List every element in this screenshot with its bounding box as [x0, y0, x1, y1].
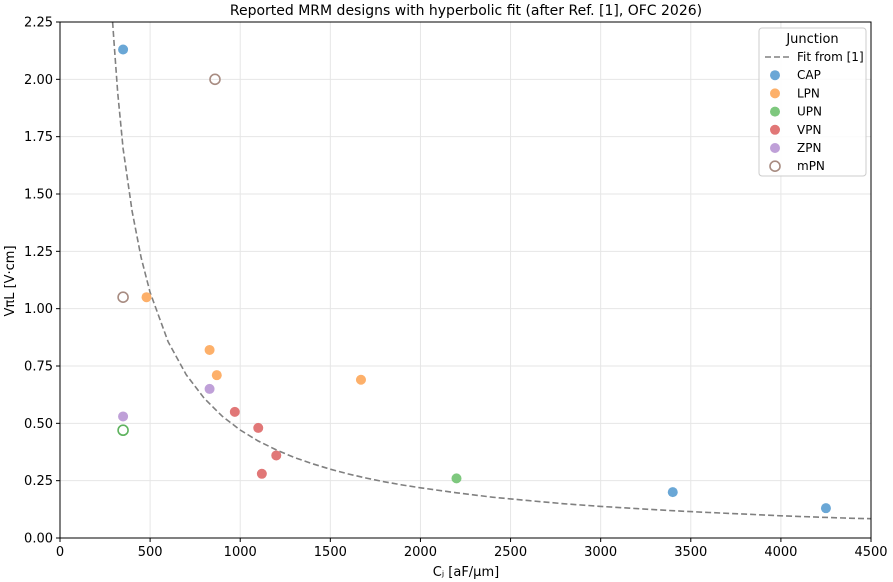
- y-tick-label: 0.75: [24, 360, 53, 375]
- x-tick-label: 1500: [314, 545, 347, 560]
- data-point-zpn: [204, 383, 215, 394]
- data-point-cap: [118, 44, 129, 55]
- x-tick-label: 1000: [224, 545, 257, 560]
- axis-ticks: 0 500 1000 1500 2000 2500 3000 3500 4000 4500 0.00…: [24, 16, 888, 561]
- legend-title: Junction: [785, 32, 838, 47]
- legend-swatch-lpn: [770, 88, 780, 99]
- data-point-lpn: [355, 374, 366, 385]
- y-tick-label: 1.50: [24, 188, 53, 203]
- data-point-vpn: [256, 468, 267, 479]
- data-point-lpn: [211, 370, 222, 381]
- data-point-lpn: [204, 344, 215, 355]
- data-point-vpn: [229, 406, 240, 417]
- legend-label-upn: UPN: [797, 105, 822, 119]
- y-tick-label: 0.50: [24, 417, 53, 432]
- chart-title: Reported MRM designs with hyperbolic fit…: [230, 3, 702, 19]
- legend-box: [758, 27, 867, 177]
- y-tick-label: 2.00: [24, 73, 53, 88]
- legend-label-cap: CAP: [797, 68, 821, 82]
- legend-label-mpn: mPN: [797, 159, 825, 173]
- legend-swatch-vpn: [770, 124, 780, 135]
- y-tick-label: 1.00: [24, 302, 53, 317]
- data-point-mpn: [117, 291, 129, 304]
- y-tick-label: 0.25: [24, 474, 53, 489]
- x-tick-label: 4000: [764, 545, 797, 560]
- x-tick-label: 0: [56, 545, 64, 560]
- x-tick-label: 2500: [494, 545, 527, 560]
- legend-swatch-upn: [770, 106, 780, 117]
- legend-swatch-mpn: [769, 160, 781, 172]
- legend: Junction Fit from [1] CAP LPN UPN VPN ZPN mPN: [758, 27, 867, 177]
- data-point-cap: [667, 487, 678, 498]
- y-tick-label: 2.25: [24, 16, 53, 31]
- fit-curve-layer: [111, 21, 872, 520]
- data-points: [117, 44, 831, 514]
- data-point-cap: [820, 503, 831, 514]
- plot-area-frame: [59, 21, 872, 539]
- y-axis-label: VπL [V·cm]: [3, 245, 18, 316]
- legend-label-zpn: ZPN: [797, 141, 821, 155]
- grid: [59, 21, 872, 539]
- data-point-vpn: [253, 422, 264, 433]
- fit-curve: [111, 21, 872, 520]
- x-tick-label: 3000: [584, 545, 617, 560]
- y-tick-label: 1.25: [24, 245, 53, 260]
- data-point-vpn: [271, 450, 282, 461]
- data-point-zpn: [118, 411, 129, 422]
- legend-swatch-zpn: [770, 143, 780, 153]
- legend-label-lpn: LPN: [797, 86, 820, 100]
- legend-label-fit: Fit from [1]: [797, 50, 864, 64]
- data-point-unlabeled: [117, 424, 129, 437]
- legend-swatch-cap: [770, 70, 780, 81]
- data-point-mpn: [209, 73, 221, 86]
- x-axis-label: Cⱼ [aF/µm]: [433, 565, 499, 580]
- x-tick-label: 500: [138, 545, 163, 560]
- legend-label-vpn: VPN: [797, 123, 821, 137]
- y-tick-label: 0.00: [24, 532, 53, 547]
- y-tick-label: 1.75: [24, 130, 53, 145]
- x-tick-label: 2000: [404, 545, 437, 560]
- x-tick-label: 3500: [674, 545, 707, 560]
- x-tick-label: 4500: [854, 545, 887, 560]
- data-point-lpn: [141, 292, 152, 303]
- data-point-upn: [451, 473, 462, 484]
